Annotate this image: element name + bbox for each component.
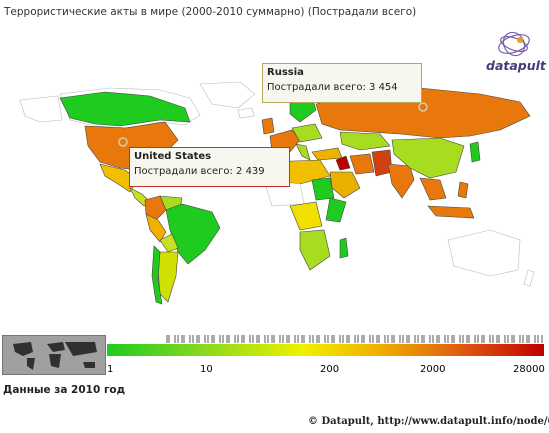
tooltip-united-states: United States Пострадали всего: 2 439: [129, 147, 290, 187]
country-indonesia[interactable]: [427, 205, 475, 219]
country-india[interactable]: [387, 163, 415, 199]
country-iceland[interactable]: [237, 107, 255, 119]
minimap[interactable]: [2, 335, 106, 375]
tooltip-value: 3 454: [369, 82, 398, 93]
country-new-zealand[interactable]: [523, 269, 535, 287]
country-afghanistan-pakistan[interactable]: [371, 149, 393, 177]
country-iraq[interactable]: [335, 155, 351, 171]
us-marker-icon[interactable]: [118, 137, 128, 147]
country-southeast-asia[interactable]: [419, 177, 447, 201]
legend-tick-label: 28000: [513, 364, 545, 375]
country-turkey[interactable]: [311, 147, 343, 161]
map-title: Террористические акты в мире (2000-2010 …: [4, 6, 417, 18]
country-sudan[interactable]: [311, 177, 335, 201]
country-chile[interactable]: [151, 245, 163, 305]
legend-ticks: [166, 335, 543, 343]
country-alaska[interactable]: [19, 95, 63, 123]
country-japan[interactable]: [469, 141, 481, 163]
tooltip-label: Пострадали всего:: [267, 82, 366, 93]
country-central-europe[interactable]: [291, 123, 323, 143]
datapult-logo-text: datapult: [486, 58, 546, 73]
legend-tick-label: 200: [320, 364, 340, 375]
country-china[interactable]: [391, 137, 465, 179]
country-bolivia[interactable]: [159, 233, 179, 253]
country-canada-interior[interactable]: [59, 91, 191, 127]
credit-link[interactable]: © Datapult, http://www.datapult.info/nod…: [308, 416, 549, 427]
country-mexico[interactable]: [99, 163, 139, 193]
legend-tick-label: 10: [200, 364, 213, 375]
country-arabia[interactable]: [329, 171, 361, 199]
country-kazakhstan[interactable]: [339, 131, 391, 151]
country-philippines[interactable]: [457, 181, 469, 199]
country-colombia[interactable]: [144, 195, 167, 221]
country-peru[interactable]: [145, 213, 167, 243]
country-uk[interactable]: [261, 117, 275, 135]
country-greenland[interactable]: [199, 81, 256, 109]
tooltip-russia: Russia Пострадали всего: 3 454: [262, 63, 422, 103]
country-southern-africa[interactable]: [299, 229, 331, 271]
tooltip-country: United States: [134, 151, 212, 162]
tooltip-country: Russia: [267, 67, 304, 78]
country-madagascar[interactable]: [339, 237, 349, 259]
world-map[interactable]: [0, 80, 549, 320]
tooltip-label: Пострадали всего:: [134, 166, 233, 177]
country-italy[interactable]: [295, 143, 311, 161]
country-argentina[interactable]: [157, 251, 179, 303]
legend-color-scale: [107, 344, 544, 356]
legend-tick-label: 2000: [420, 364, 446, 375]
country-australia[interactable]: [447, 229, 521, 277]
russia-marker-icon[interactable]: [418, 102, 428, 112]
country-central-africa[interactable]: [289, 201, 323, 231]
country-somalia-east[interactable]: [325, 197, 347, 223]
country-iran[interactable]: [349, 153, 375, 175]
year-label: Данные за 2010 год: [3, 384, 126, 396]
datapult-logo-icon: [498, 31, 530, 57]
tooltip-value: 2 439: [236, 166, 265, 177]
legend-tick-label: 1: [107, 364, 114, 375]
